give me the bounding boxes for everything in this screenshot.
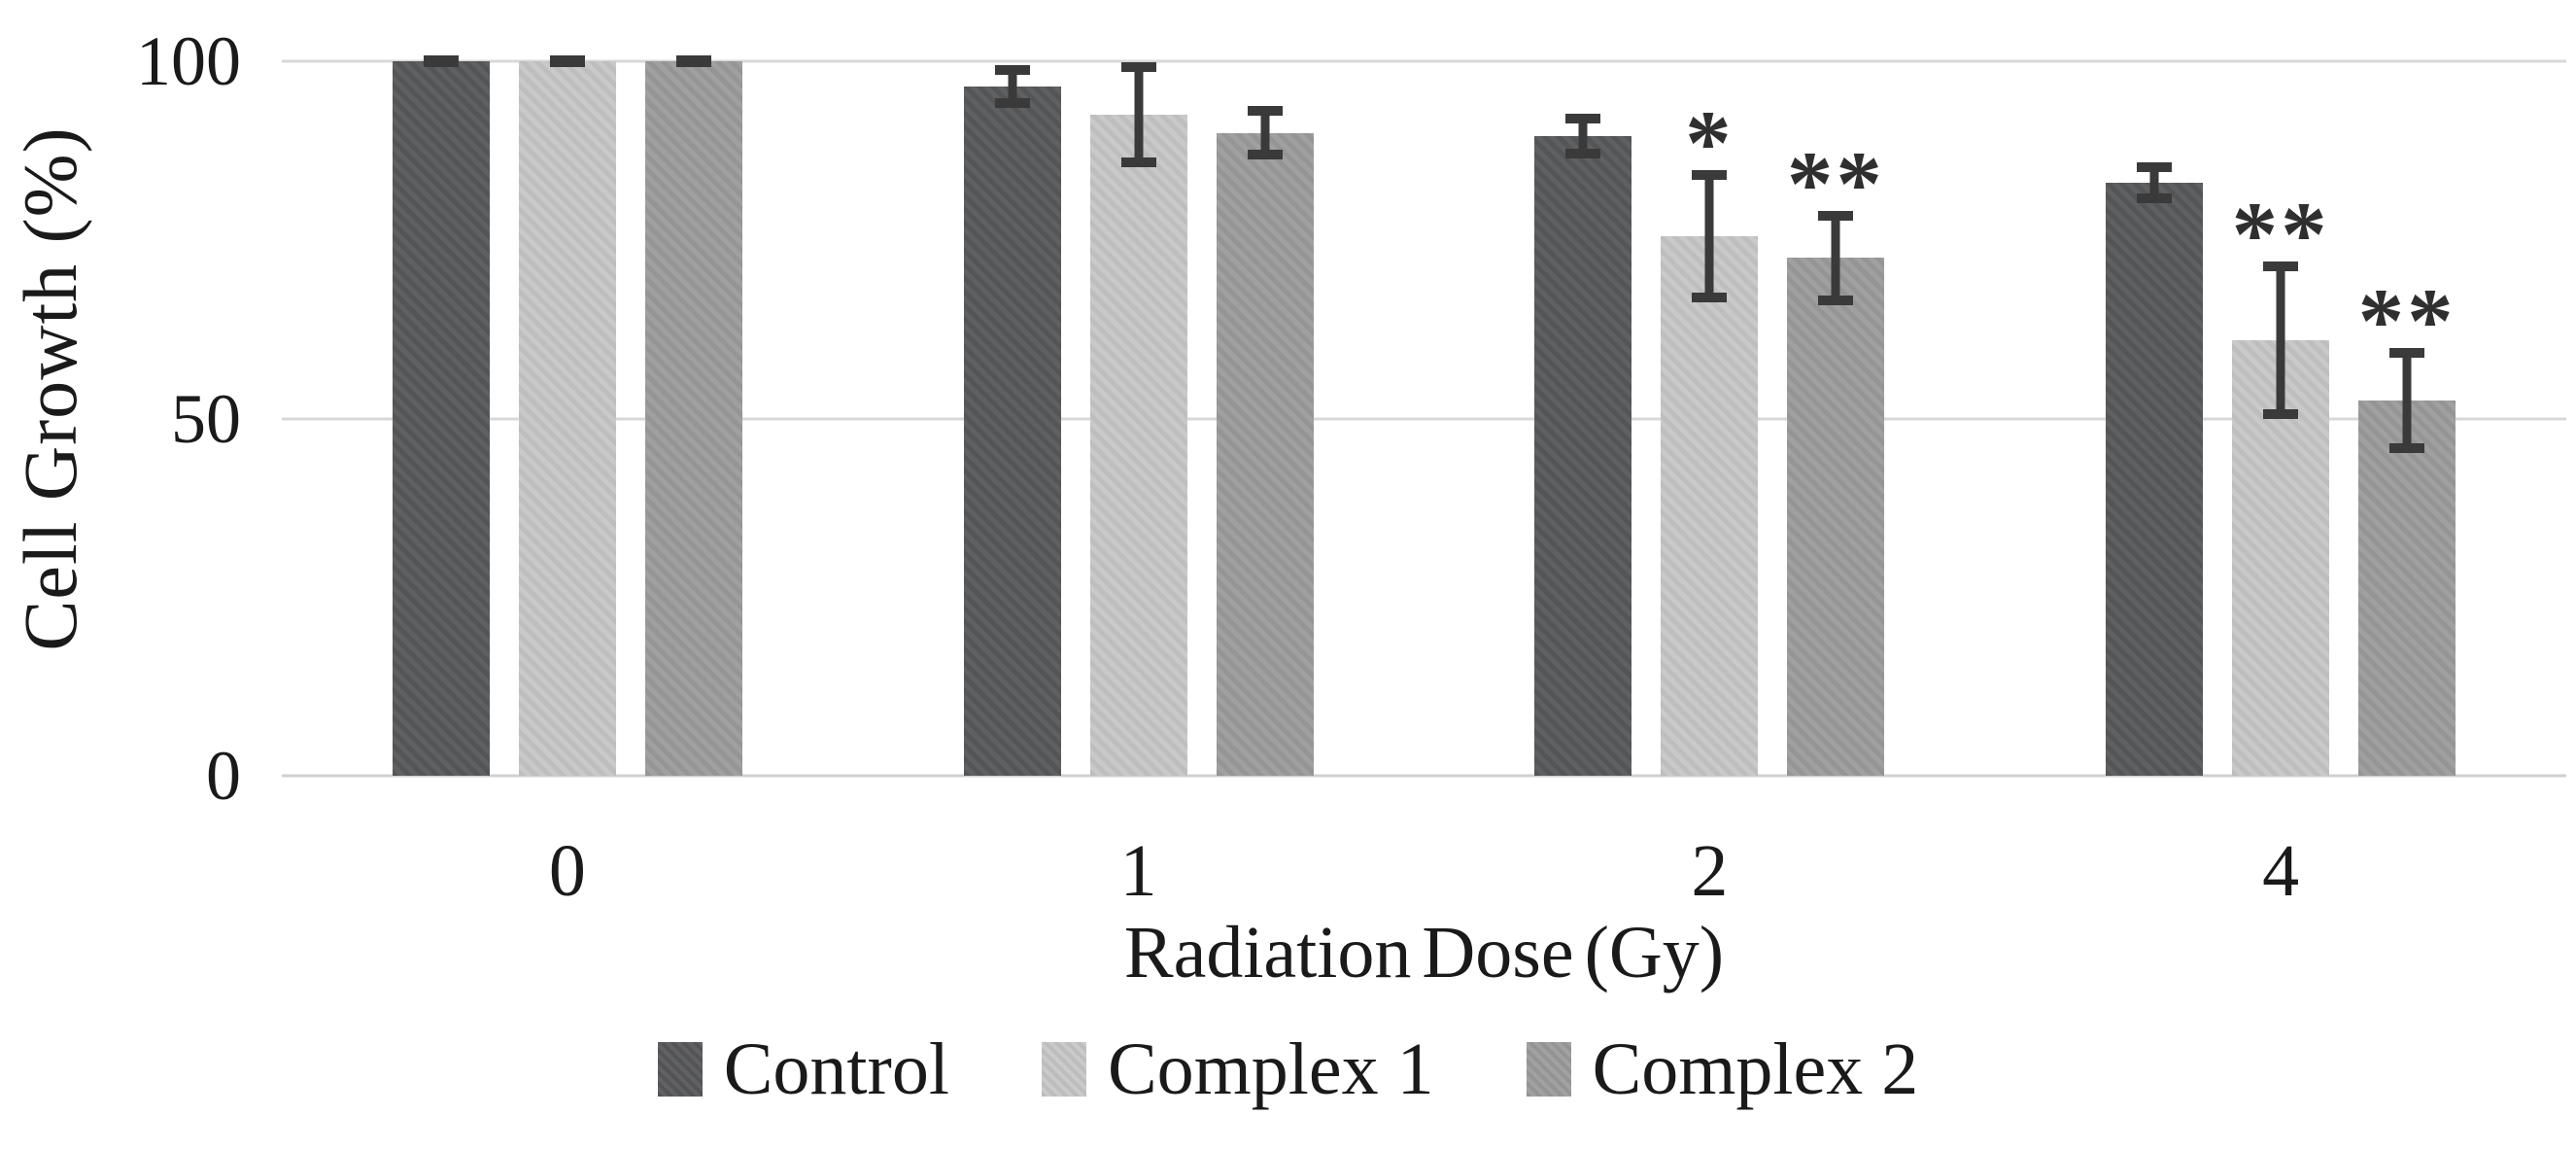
y-tick-label-0: 0 — [206, 737, 241, 815]
error-bar-control-dose-0 — [423, 55, 459, 67]
legend-item-complex-1: Complex 1 — [1041, 1028, 1434, 1110]
legend-label-control: Control — [723, 1028, 949, 1110]
y-tick-label-100: 100 — [136, 22, 241, 100]
legend-label-complex-1: Complex 1 — [1107, 1028, 1434, 1110]
legend-item-complex-2: Complex 2 — [1526, 1028, 1919, 1110]
error-bar-complex-2-dose-4 — [2389, 348, 2425, 453]
x-tick-label-2: 2 — [1691, 830, 1729, 912]
error-whisker — [1260, 106, 1270, 159]
bar-complex-2-dose-4 — [2358, 401, 2456, 776]
y-tick-label-50: 50 — [171, 379, 241, 458]
error-cap — [1120, 62, 1156, 73]
error-bar-complex-2-dose-0 — [675, 55, 711, 67]
bar-complex-2-dose-1 — [1216, 132, 1314, 776]
error-whisker — [1008, 64, 1017, 108]
bar-group-dose-4: ** ** — [1995, 61, 2566, 776]
error-cap — [1247, 106, 1283, 117]
x-tick-label-0: 0 — [548, 830, 586, 912]
significance-marker-complex-2-dose-4: ** — [2357, 269, 2456, 373]
error-cap — [1692, 169, 1728, 180]
error-cap — [1120, 157, 1156, 167]
error-whisker — [1134, 62, 1144, 167]
bar-complex-1-dose-2 — [1661, 236, 1759, 776]
error-whisker — [1831, 210, 1840, 305]
error-cap — [2389, 348, 2425, 359]
bar-group-dose-2: * ** — [1425, 61, 1996, 776]
legend-swatch-icon-control — [657, 1042, 703, 1097]
error-bar-complex-1-dose-2 — [1692, 169, 1728, 303]
error-cap — [1247, 149, 1283, 159]
error-bar-control-dose-2 — [1565, 114, 1601, 158]
error-whisker — [2402, 348, 2412, 453]
error-whisker — [1704, 169, 1714, 303]
error-cap — [1565, 148, 1601, 158]
gridline-50 — [282, 417, 2566, 420]
legend-swatch-icon-complex-2 — [1526, 1042, 1571, 1097]
bar-group-dose-0 — [282, 55, 853, 776]
legend-swatch-icon-complex-1 — [1041, 1042, 1086, 1097]
error-cap — [2263, 261, 2299, 271]
error-bar-control-dose-4 — [2137, 161, 2173, 204]
error-bar-complex-1-dose-4 — [2263, 261, 2299, 419]
bar-group-dose-1 — [853, 61, 1425, 776]
error-bar-control-dose-1 — [994, 64, 1030, 108]
significance-marker-complex-1-dose-2: * — [1685, 90, 1735, 194]
error-cap — [2389, 442, 2425, 453]
error-cap — [1818, 295, 1854, 305]
error-whisker — [2276, 261, 2285, 419]
bar-complex-2-dose-0 — [644, 61, 742, 776]
error-cap — [994, 97, 1030, 108]
x-axis-title: Radiation Dose (Gy) — [1123, 912, 1725, 993]
error-whisker — [2149, 161, 2159, 204]
bar-complex-1-dose-1 — [1089, 115, 1187, 776]
error-cap — [2137, 193, 2173, 204]
error-cap — [994, 64, 1030, 75]
error-cap — [1692, 293, 1728, 303]
x-tick-label-1: 1 — [1119, 830, 1157, 912]
legend-item-control: Control — [657, 1028, 949, 1110]
error-cap — [1818, 210, 1854, 221]
bar-complex-1-dose-0 — [518, 61, 616, 776]
legend: Control Complex 1 Complex 2 — [0, 1032, 2576, 1106]
error-cap — [2263, 408, 2299, 419]
bar-control-dose-1 — [963, 86, 1061, 776]
significance-marker-complex-1-dose-4: ** — [2231, 182, 2330, 286]
x-tick-label-4: 4 — [2262, 830, 2300, 912]
bar-control-dose-0 — [392, 61, 490, 776]
error-bar-complex-2-dose-2 — [1818, 210, 1854, 305]
error-cap — [1565, 114, 1601, 124]
bar-groups: * ** ** ** — [282, 55, 2566, 776]
error-cap — [423, 56, 459, 67]
bar-control-dose-4 — [2106, 182, 2204, 776]
legend-label-complex-2: Complex 2 — [1592, 1028, 1919, 1110]
bar-control-dose-2 — [1534, 136, 1632, 776]
error-bar-complex-1-dose-1 — [1120, 62, 1156, 167]
plot-area: * ** ** ** — [282, 55, 2566, 778]
error-cap — [2137, 161, 2173, 172]
bar-complex-2-dose-2 — [1787, 258, 1885, 776]
bar-complex-1-dose-4 — [2232, 339, 2330, 776]
error-bar-complex-1-dose-0 — [549, 55, 585, 67]
error-bar-complex-2-dose-1 — [1247, 106, 1283, 159]
significance-marker-complex-2-dose-2: ** — [1786, 131, 1885, 235]
error-cap — [675, 56, 711, 67]
error-whisker — [1578, 114, 1588, 158]
gridline-100 — [282, 59, 2566, 63]
error-cap — [549, 56, 585, 67]
x-axis-baseline — [282, 774, 2566, 778]
